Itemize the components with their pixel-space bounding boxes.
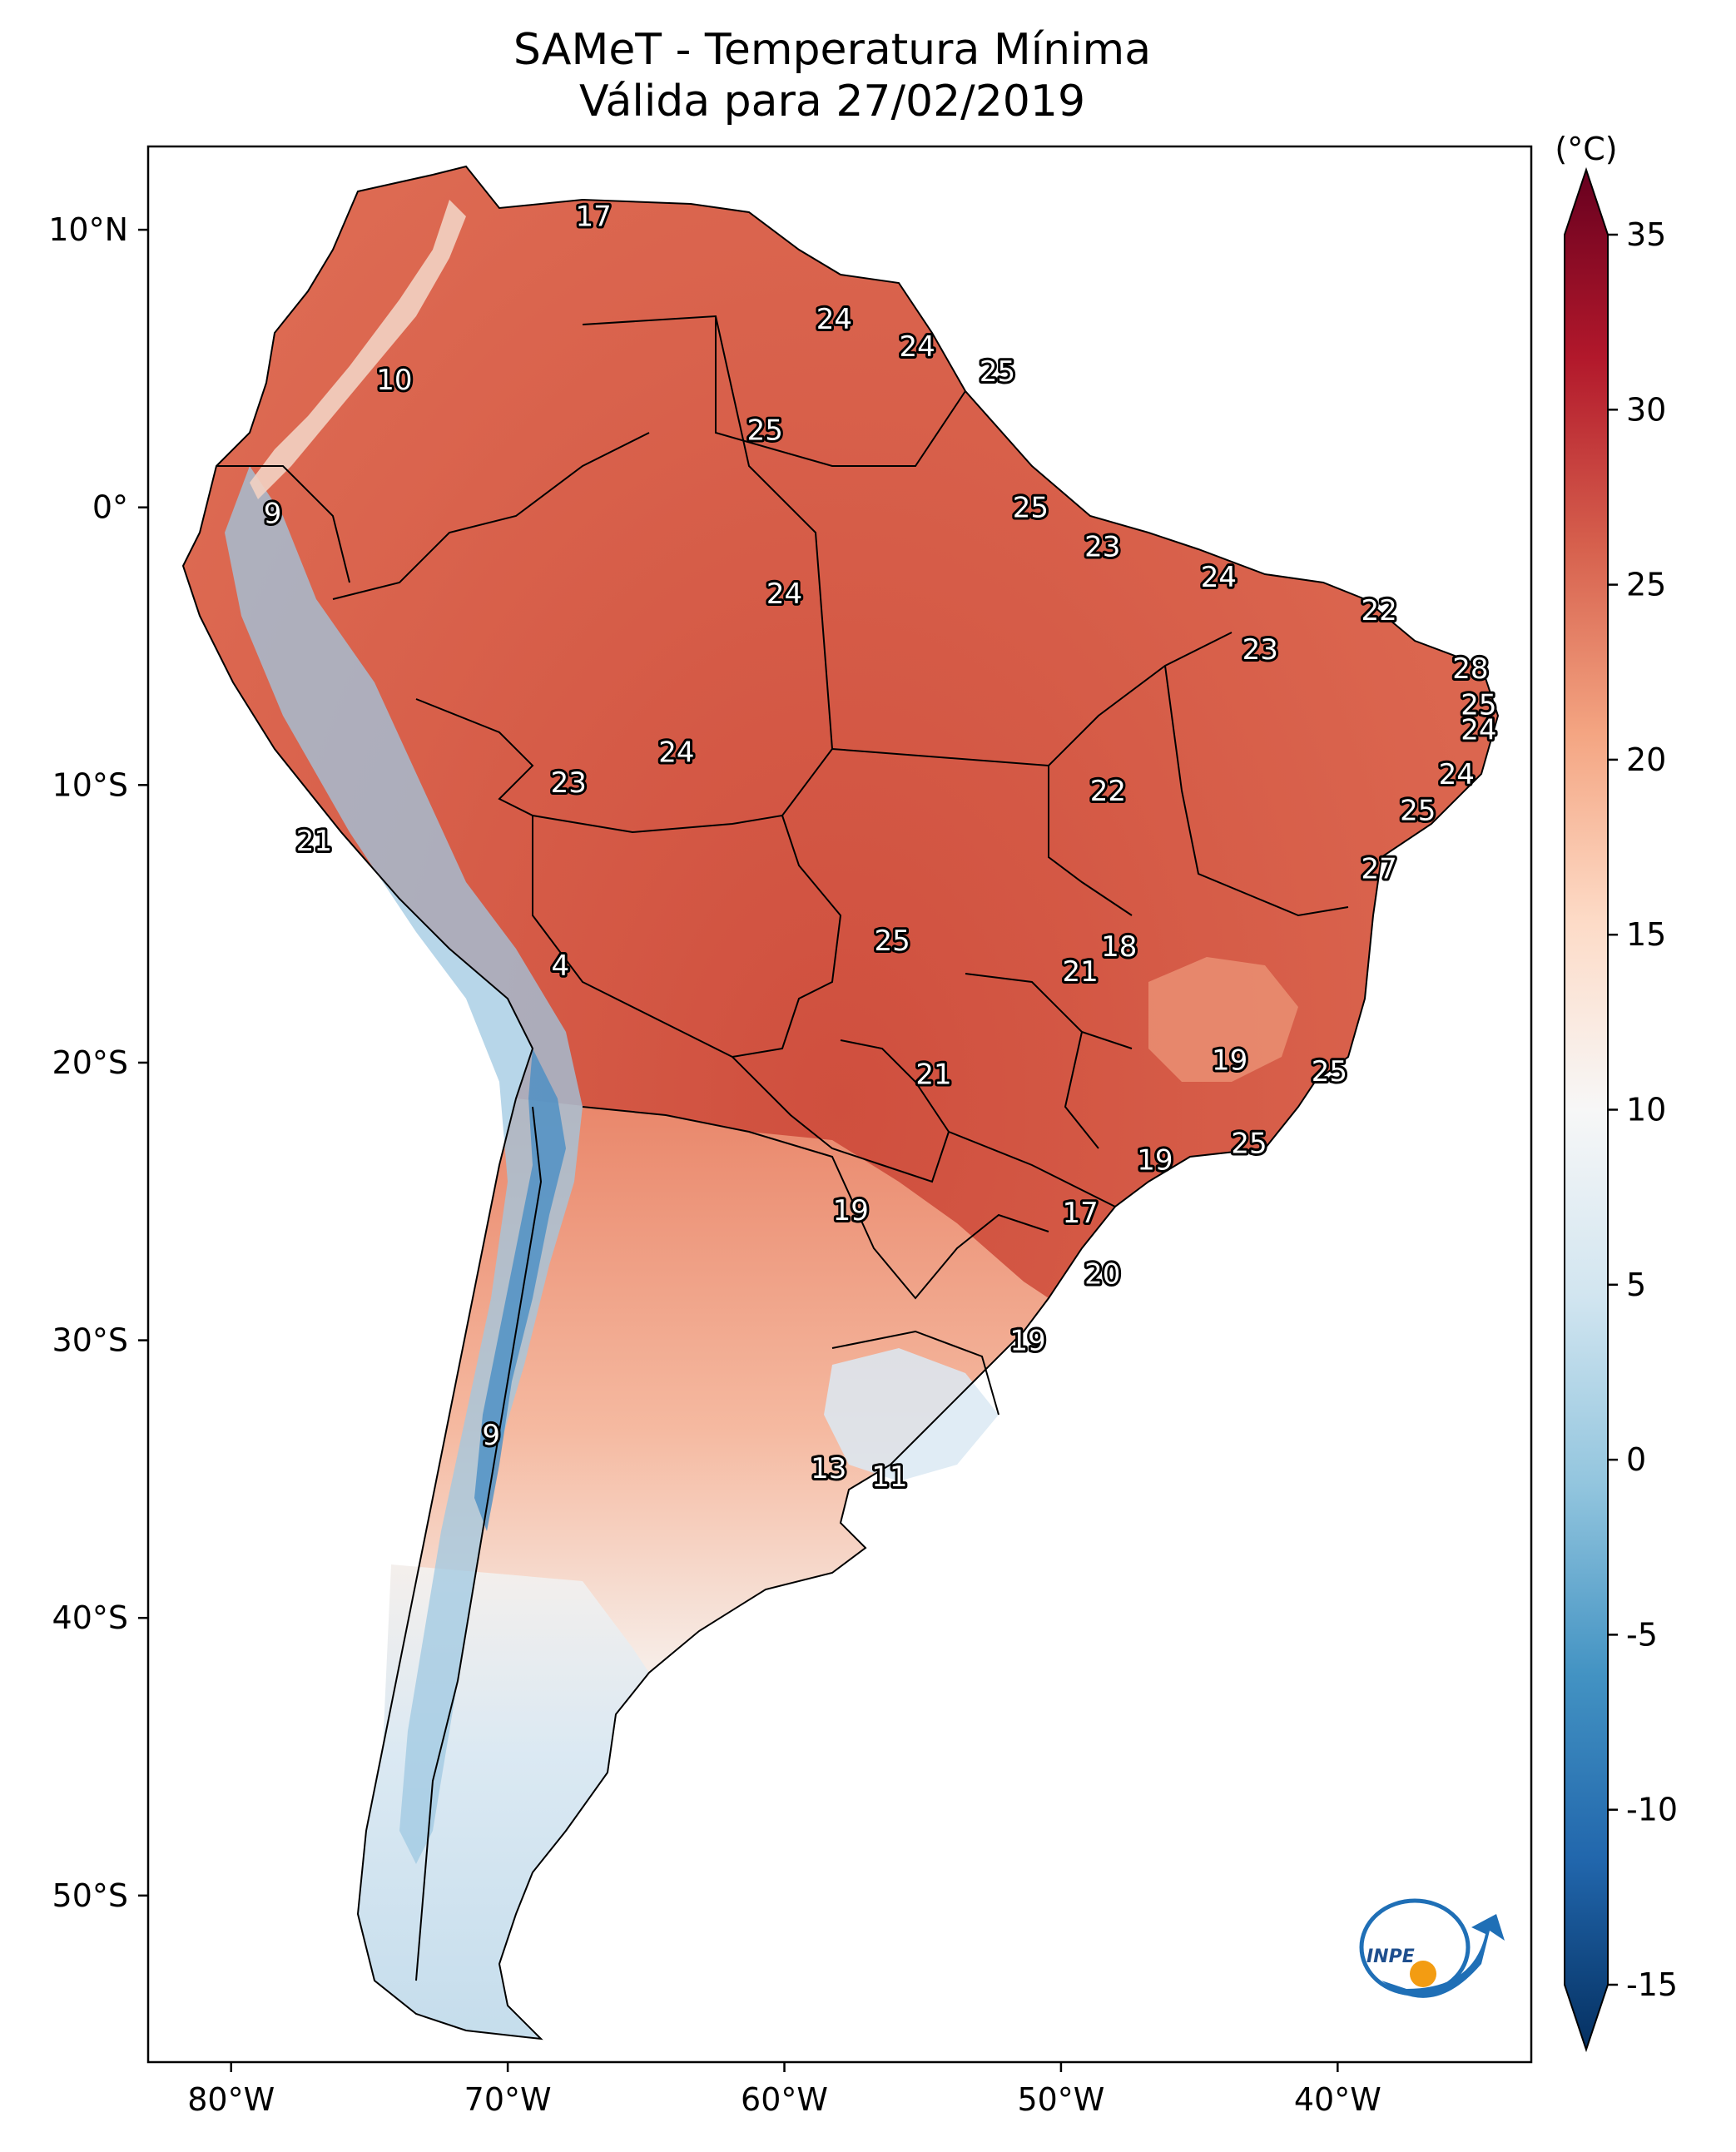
city-temperature-label: 24 xyxy=(1461,714,1496,747)
chile-argentina-border xyxy=(415,1106,543,1981)
city-temperature-label: 17 xyxy=(1063,1197,1099,1230)
city-temperature-label: 25 xyxy=(980,355,1015,389)
lat-tick-label: 10°S xyxy=(52,766,128,803)
inpe-logo-text: INPE xyxy=(1366,1946,1415,1967)
city-temperature-label: 24 xyxy=(1201,561,1237,594)
map-frame xyxy=(146,145,1533,2064)
city-temperature-label: 19 xyxy=(1137,1144,1173,1178)
city-temperature-label: 25 xyxy=(1312,1055,1347,1088)
colorbar-ticks: 35 30 25 20 15 10 5 0 -5 -10 -15 xyxy=(1608,216,1678,2003)
latitude-axis: 10°N 0° 10°S 20°S 30°S 40°S 50°S xyxy=(48,211,148,1914)
brazil-northern-border xyxy=(715,316,966,467)
lat-tick-label: 10°N xyxy=(48,211,128,248)
city-temperature-label: 24 xyxy=(816,303,852,336)
city-temperature-label: 25 xyxy=(1231,1128,1267,1161)
city-temperature-label: 25 xyxy=(875,925,910,958)
city-temperature-label: 21 xyxy=(915,1058,951,1091)
city-temperature-label: 24 xyxy=(899,330,935,364)
city-temperature-label: 9 xyxy=(264,497,282,530)
uruguay-cool-patch xyxy=(824,1348,999,1481)
city-temperature-label: 23 xyxy=(1084,530,1120,563)
city-temperature-label: 20 xyxy=(1084,1258,1120,1292)
city-temperature-label: 19 xyxy=(1009,1325,1045,1358)
colombian-andes-strip xyxy=(250,200,466,499)
bolivia-border xyxy=(532,815,842,1059)
map-area xyxy=(148,146,1531,2062)
map-title: SAMeT - Temperatura Mínima xyxy=(513,25,1152,75)
colorbar-bar xyxy=(1564,166,1609,2053)
colorbar-tick-label: 20 xyxy=(1626,741,1666,778)
colorbar-tick-label: 15 xyxy=(1626,916,1666,953)
paraguay-border xyxy=(732,1039,950,1183)
city-temperature-label: 23 xyxy=(1242,633,1278,667)
lon-tick-label: 50°W xyxy=(1017,2081,1104,2118)
brazil-southeast-cool xyxy=(1148,957,1298,1082)
lat-tick-label: 40°S xyxy=(52,1599,128,1636)
city-temperature-label: 23 xyxy=(551,766,587,800)
lat-tick-label: 20°S xyxy=(52,1044,128,1081)
city-temperature-label: 24 xyxy=(766,578,802,611)
city-temperature-label: 22 xyxy=(1362,594,1397,627)
colorbar: (°C) 35 30 25 20 15 10 5 0 -5 -10 -15 xyxy=(1555,131,1678,2053)
ecuador-border xyxy=(216,465,350,583)
lon-tick-label: 60°W xyxy=(741,2081,828,2118)
lon-tick-label: 70°W xyxy=(464,2081,552,2118)
andes-colder-core xyxy=(474,1049,566,1531)
city-temperature-label: 17 xyxy=(576,200,612,233)
city-temperature-label: 22 xyxy=(1090,775,1126,808)
longitude-axis: 80°W 70°W 60°W 50°W 40°W xyxy=(187,2062,1381,2118)
city-temperature-label: 27 xyxy=(1362,852,1397,885)
inpe-logo: INPE xyxy=(1359,1898,1505,1998)
city-temperature-label: 18 xyxy=(1101,930,1137,964)
andes-cold-strip xyxy=(225,466,583,1864)
colorbar-tick-label: 35 xyxy=(1626,216,1666,253)
city-temperature-label: 24 xyxy=(658,736,694,769)
colorbar-tick-label: 5 xyxy=(1626,1267,1646,1303)
lat-tick-label: 0° xyxy=(92,489,128,526)
continent-coastline xyxy=(181,165,1500,2040)
map-subtitle: Válida para 27/02/2019 xyxy=(578,77,1086,126)
colorbar-tick-label: -10 xyxy=(1626,1792,1678,1828)
city-temperature-label: 9 xyxy=(482,1419,500,1452)
city-temperature-label: 24 xyxy=(1439,758,1475,791)
colorbar-unit: (°C) xyxy=(1555,131,1617,167)
country-borders xyxy=(181,165,1500,2040)
lat-tick-label: 30°S xyxy=(52,1322,128,1359)
city-temperature-label: 25 xyxy=(1400,794,1436,827)
city-temperature-label: 25 xyxy=(1013,492,1049,525)
brazil-western-border xyxy=(415,315,834,834)
peru-border xyxy=(332,432,650,600)
colorbar-tick-label: 0 xyxy=(1626,1441,1646,1478)
city-temperature-label: 13 xyxy=(811,1452,846,1485)
city-temperature-label: 11 xyxy=(871,1460,907,1494)
city-temperature-label: 21 xyxy=(1063,955,1099,989)
city-temperature-label: 25 xyxy=(1461,689,1496,722)
colorbar-tick-label: 25 xyxy=(1626,567,1666,603)
lon-tick-label: 80°W xyxy=(187,2081,275,2118)
city-temperature-label: 10 xyxy=(376,364,412,397)
city-temperature-label: 19 xyxy=(833,1194,869,1227)
lon-tick-label: 40°W xyxy=(1294,2081,1381,2118)
colorbar-tick-label: 30 xyxy=(1626,391,1666,428)
city-temperature-label: 4 xyxy=(551,950,569,983)
city-temperature-label: 25 xyxy=(747,414,783,447)
colorbar-tick-label: -5 xyxy=(1626,1616,1658,1653)
brazil-state-borders xyxy=(831,632,1349,1207)
city-temperature-label: 21 xyxy=(296,825,332,858)
colorbar-tick-label: -15 xyxy=(1626,1966,1678,2003)
city-temperature-label: 28 xyxy=(1452,652,1488,686)
city-temperature-label: 19 xyxy=(1212,1044,1247,1078)
uruguay-border xyxy=(831,1330,999,1416)
lat-tick-label: 50°S xyxy=(52,1877,128,1914)
argentina-border xyxy=(582,1106,1049,1300)
colorbar-tick-label: 10 xyxy=(1626,1092,1666,1128)
